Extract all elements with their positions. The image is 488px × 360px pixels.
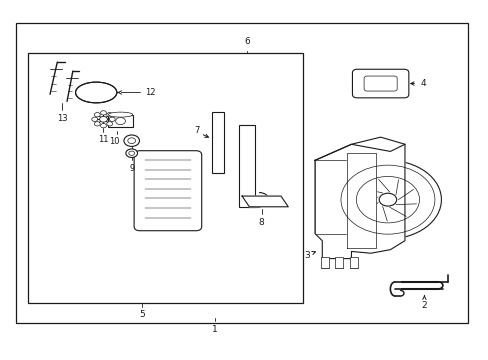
Bar (211, 112, 223, 173)
Ellipse shape (108, 112, 132, 117)
Text: 5: 5 (139, 310, 145, 319)
Text: 11: 11 (98, 135, 108, 144)
FancyBboxPatch shape (352, 69, 408, 98)
Text: 7: 7 (194, 126, 199, 135)
Bar (314, 160, 346, 234)
Circle shape (128, 151, 134, 156)
Bar (108, 114, 132, 127)
Bar (320, 257, 328, 267)
Text: 1: 1 (212, 325, 218, 334)
Circle shape (127, 138, 135, 144)
Polygon shape (242, 196, 287, 207)
Text: 13: 13 (57, 114, 67, 123)
Text: 10: 10 (109, 137, 119, 146)
Bar (28, 53, 302, 303)
Circle shape (109, 117, 115, 121)
Bar (335, 257, 343, 267)
Bar (239, 125, 254, 207)
Circle shape (94, 113, 100, 117)
Text: 8: 8 (258, 217, 264, 226)
FancyBboxPatch shape (134, 151, 201, 231)
Circle shape (106, 122, 112, 126)
Circle shape (101, 123, 106, 128)
Polygon shape (346, 153, 375, 248)
Circle shape (116, 117, 125, 125)
Circle shape (125, 149, 137, 157)
Text: 6: 6 (244, 37, 249, 46)
Circle shape (123, 135, 139, 147)
Ellipse shape (75, 82, 117, 103)
Text: 4: 4 (420, 79, 425, 88)
Text: 3: 3 (303, 251, 309, 260)
Bar (16, 23, 467, 323)
Circle shape (378, 193, 396, 206)
Polygon shape (314, 137, 404, 258)
Circle shape (100, 116, 107, 122)
Circle shape (92, 117, 98, 121)
Bar (349, 257, 357, 267)
Circle shape (101, 111, 106, 115)
Text: 12: 12 (144, 88, 155, 97)
FancyBboxPatch shape (364, 76, 396, 91)
Text: 2: 2 (421, 301, 427, 310)
Circle shape (106, 113, 112, 117)
Circle shape (94, 122, 100, 126)
Text: 9: 9 (129, 164, 134, 173)
